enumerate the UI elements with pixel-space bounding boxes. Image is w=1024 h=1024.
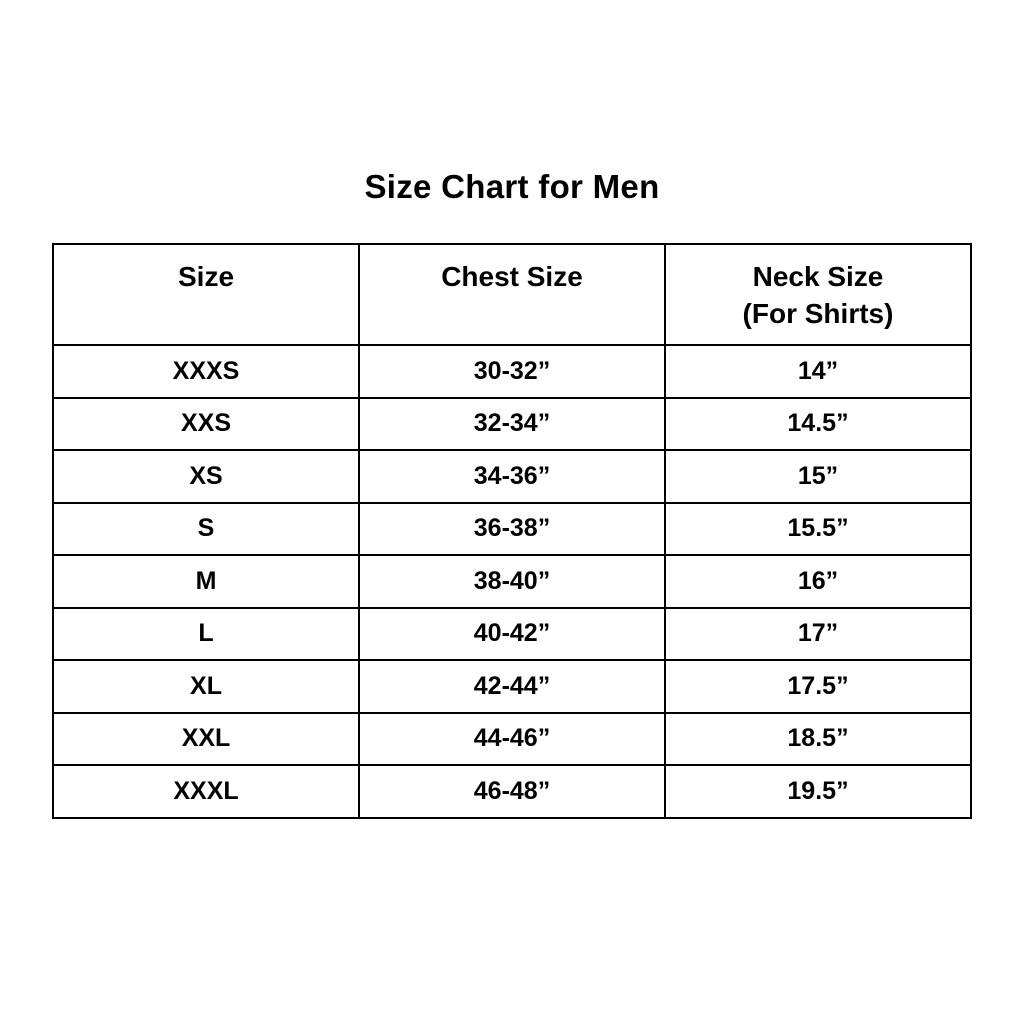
column-header-chest-size-label: Chest Size [441,261,583,292]
table-row: XXL 44-46” 18.5” [52,711,972,766]
table-row: XS 34-36” 15” [52,449,972,504]
chest-size-cell: 36-38” [358,501,666,556]
neck-size-cell: 15” [664,449,972,504]
chest-size-cell: 38-40” [358,554,666,609]
size-chart-table: Size Chest Size Neck Size (For Shirts) X… [52,243,972,819]
table-header-row: Size Chest Size Neck Size (For Shirts) [52,243,972,346]
column-header-neck-size: Neck Size (For Shirts) [664,243,972,346]
table-row: S 36-38” 15.5” [52,501,972,556]
table-row: XXXS 30-32” 14” [52,344,972,399]
neck-size-cell: 19.5” [664,764,972,819]
table-row: M 38-40” 16” [52,554,972,609]
column-header-size: Size [52,243,360,346]
size-cell: M [52,554,360,609]
neck-size-cell: 14.5” [664,396,972,451]
neck-size-cell: 17.5” [664,659,972,714]
page-title: Size Chart for Men [364,168,660,205]
neck-size-cell: 14” [664,344,972,399]
chest-size-cell: 40-42” [358,606,666,661]
chest-size-cell: 46-48” [358,764,666,819]
chest-size-cell: 30-32” [358,344,666,399]
neck-size-cell: 16” [664,554,972,609]
chest-size-cell: 44-46” [358,711,666,766]
neck-size-cell: 18.5” [664,711,972,766]
table-row: XXXL 46-48” 19.5” [52,764,972,819]
table-row: XL 42-44” 17.5” [52,659,972,714]
table-row: L 40-42” 17” [52,606,972,661]
size-cell: XXS [52,396,360,451]
column-header-neck-size-label: Neck Size [752,261,884,292]
chest-size-cell: 42-44” [358,659,666,714]
size-cell: XS [52,449,360,504]
table-row: XXS 32-34” 14.5” [52,396,972,451]
size-cell: XXXS [52,344,360,399]
chest-size-cell: 32-34” [358,396,666,451]
neck-size-cell: 17” [664,606,972,661]
column-header-chest-size: Chest Size [358,243,666,346]
size-cell: XL [52,659,360,714]
size-cell: S [52,501,360,556]
neck-size-cell: 15.5” [664,501,972,556]
size-cell: L [52,606,360,661]
chest-size-cell: 34-36” [358,449,666,504]
column-header-neck-size-sublabel: (For Shirts) [742,298,894,329]
size-cell: XXL [52,711,360,766]
size-cell: XXXL [52,764,360,819]
column-header-size-label: Size [177,261,235,292]
